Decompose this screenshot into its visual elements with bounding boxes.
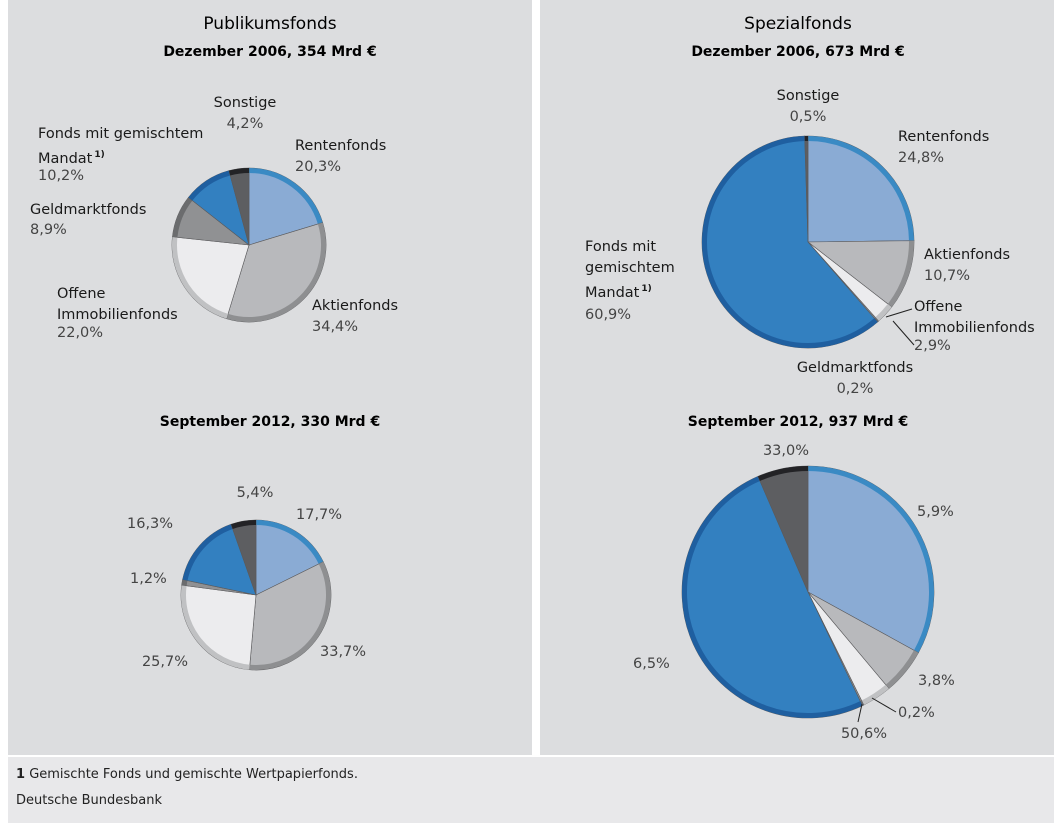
slice-edge	[702, 136, 878, 348]
value-label: 50,6%	[840, 726, 888, 742]
value-label: 24,8%	[898, 150, 945, 166]
slice-edge	[188, 170, 231, 201]
value-label: 5,9%	[917, 504, 954, 520]
category-text: Sonstige	[776, 88, 840, 104]
category-label: Rentenfonds	[898, 127, 1028, 148]
category-text: Offene Immobilienfonds	[914, 299, 1035, 336]
value-label: 0,5%	[789, 109, 827, 125]
leader-line	[892, 320, 915, 346]
value-label: 6,5%	[633, 656, 670, 672]
slice-edge	[172, 197, 193, 238]
pie-slice	[804, 135, 809, 243]
category-label: Fonds mit gemischtem Mandat 1)	[38, 124, 238, 170]
panel-title: Publikumsfonds	[203, 14, 337, 34]
chart-title: September 2012, 330 Mrd €	[159, 414, 381, 430]
value-label: 0,2%	[898, 705, 935, 721]
value-label: 22,0%	[57, 325, 104, 341]
category-text: Sonstige	[213, 95, 277, 111]
footnote: 1 Gemischte Fonds und gemischte Wertpapi…	[16, 767, 358, 782]
value-label: 2,9%	[914, 338, 951, 354]
footnote-text: Gemischte Fonds und gemischte Wertpapier…	[29, 767, 358, 782]
slice-edge	[182, 524, 233, 581]
chart-title: Dezember 2006, 354 Mrd €	[163, 44, 377, 60]
leader-line	[857, 703, 863, 723]
slice-edge	[248, 168, 323, 225]
chart-title: September 2012, 937 Mrd €	[687, 414, 909, 430]
value-label: 20,3%	[295, 159, 342, 175]
category-label: Aktienfonds	[312, 296, 432, 317]
slice-edge	[228, 168, 250, 176]
value-label: 8,9%	[30, 222, 67, 238]
category-label: Aktienfonds	[924, 245, 1044, 266]
slice-edge	[172, 236, 229, 319]
category-text: Fonds mit gemischtem Mandat	[38, 126, 204, 167]
category-label: Sonstige	[200, 93, 290, 114]
slice-edge	[255, 520, 324, 565]
footnote-ref: 1)	[641, 284, 652, 294]
category-text: Rentenfonds	[898, 129, 990, 145]
chart-title: Dezember 2006, 673 Mrd €	[691, 44, 905, 60]
slice-edge	[231, 520, 257, 530]
value-label: 25,7%	[141, 654, 189, 670]
footnote-ref: 1)	[94, 150, 105, 160]
category-label: Offene Immobilienfonds	[57, 284, 207, 326]
slice-edge	[807, 136, 914, 241]
slice-edge	[226, 222, 326, 322]
panel-title: Spezialfonds	[744, 14, 852, 34]
footnote-mark: 1	[16, 767, 26, 782]
category-text: Aktienfonds	[312, 298, 399, 314]
value-label: 4,2%	[226, 116, 264, 132]
category-text: Geldmarktfonds	[30, 202, 147, 218]
value-label: 17,7%	[296, 507, 343, 523]
source: Deutsche Bundesbank	[16, 793, 163, 808]
leader-line	[871, 697, 897, 713]
category-text: Aktienfonds	[924, 247, 1011, 263]
value-label: 10,7%	[924, 268, 971, 284]
value-label: 33,7%	[320, 644, 367, 660]
value-label: 16,3%	[127, 516, 174, 532]
slice-edge	[885, 650, 919, 689]
slice-edge	[181, 579, 188, 586]
value-label: 60,9%	[585, 307, 632, 323]
value-label: 10,2%	[38, 168, 85, 184]
slice-edge	[807, 466, 934, 653]
value-label: 5,4%	[236, 485, 274, 501]
category-label: Fonds mit gemischtem Mandat 1)	[585, 237, 690, 304]
value-label: 1,2%	[130, 571, 167, 587]
category-text: Rentenfonds	[295, 138, 387, 154]
value-label: 3,8%	[918, 673, 955, 689]
category-label: Rentenfonds	[295, 136, 415, 157]
slice-edge	[249, 561, 331, 670]
category-label: Geldmarktfonds	[30, 200, 180, 221]
category-label: Sonstige	[763, 86, 853, 107]
slice-edge	[887, 240, 914, 307]
category-text: Fonds mit gemischtem Mandat	[585, 239, 675, 301]
footnote-area: 1 Gemischte Fonds und gemischte Wertpapi…	[8, 757, 1054, 823]
slice-edge	[181, 585, 250, 670]
value-label: 34,4%	[312, 319, 359, 335]
slice-edge	[757, 466, 809, 481]
slice-edge	[682, 476, 863, 718]
category-label: Geldmarktfonds	[780, 358, 930, 379]
leader-line	[885, 308, 913, 318]
category-text: Offene Immobilienfonds	[57, 286, 178, 323]
category-label: Offene Immobilienfonds	[914, 297, 1054, 339]
value-label: 33,0%	[762, 443, 810, 459]
category-text: Geldmarktfonds	[796, 360, 914, 376]
value-label: 0,2%	[836, 381, 874, 397]
